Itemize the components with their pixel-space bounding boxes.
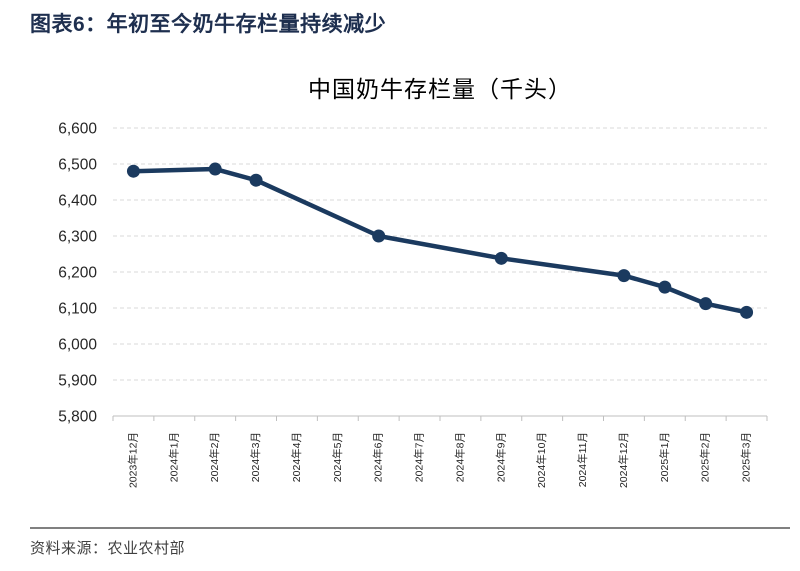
y-tick-label: 6,400 xyxy=(58,193,97,210)
x-tick-label: 2024年2月 xyxy=(208,432,221,482)
data-point-marker xyxy=(617,269,631,283)
figure-title: 图表6：年初至今奶牛存栏量持续减少 xyxy=(30,13,387,36)
y-tick-label: 5,800 xyxy=(58,409,97,426)
x-tick-label: 2024年10月 xyxy=(535,432,548,488)
y-tick-label: 6,000 xyxy=(58,337,97,354)
x-tick-label: 2025年3月 xyxy=(740,432,753,482)
data-point-marker xyxy=(208,162,222,176)
x-tick-label: 2024年9月 xyxy=(494,432,507,482)
data-point-marker xyxy=(372,229,386,243)
footer-divider xyxy=(30,527,790,529)
y-tick-label: 6,300 xyxy=(58,229,97,246)
y-tick-label: 6,500 xyxy=(58,157,97,174)
data-line xyxy=(131,166,749,315)
x-tick-label: 2024年4月 xyxy=(290,432,303,482)
data-point-marker xyxy=(126,164,140,178)
data-point-marker xyxy=(494,251,508,265)
x-tick-label: 2025年2月 xyxy=(699,432,712,482)
x-tick-label: 2024年8月 xyxy=(453,432,466,482)
x-tick-label: 2023年12月 xyxy=(126,432,139,488)
x-tick-label: 2024年11月 xyxy=(576,432,589,487)
x-tick-label: 2024年3月 xyxy=(249,432,262,482)
x-tick-label: 2024年1月 xyxy=(167,432,180,482)
y-tick-label: 6,600 xyxy=(58,121,97,138)
x-tick-label: 2025年1月 xyxy=(658,432,671,482)
y-tick-label: 5,900 xyxy=(58,373,97,390)
x-tick-label: 2024年6月 xyxy=(372,432,385,482)
source-note: 资料来源：农业农村部 xyxy=(30,540,186,557)
data-point-marker xyxy=(699,297,713,311)
x-tick-label: 2024年12月 xyxy=(617,432,630,488)
chart-title: 中国奶牛存栏量（千头） xyxy=(308,76,572,102)
y-tick-label: 6,100 xyxy=(58,301,97,318)
data-point-marker xyxy=(658,280,672,294)
data-point-marker xyxy=(249,173,263,187)
data-point-marker xyxy=(740,305,754,319)
y-tick-label: 6,200 xyxy=(58,265,97,282)
x-tick-label: 2024年5月 xyxy=(331,432,344,482)
x-tick-label: 2024年7月 xyxy=(413,432,426,482)
